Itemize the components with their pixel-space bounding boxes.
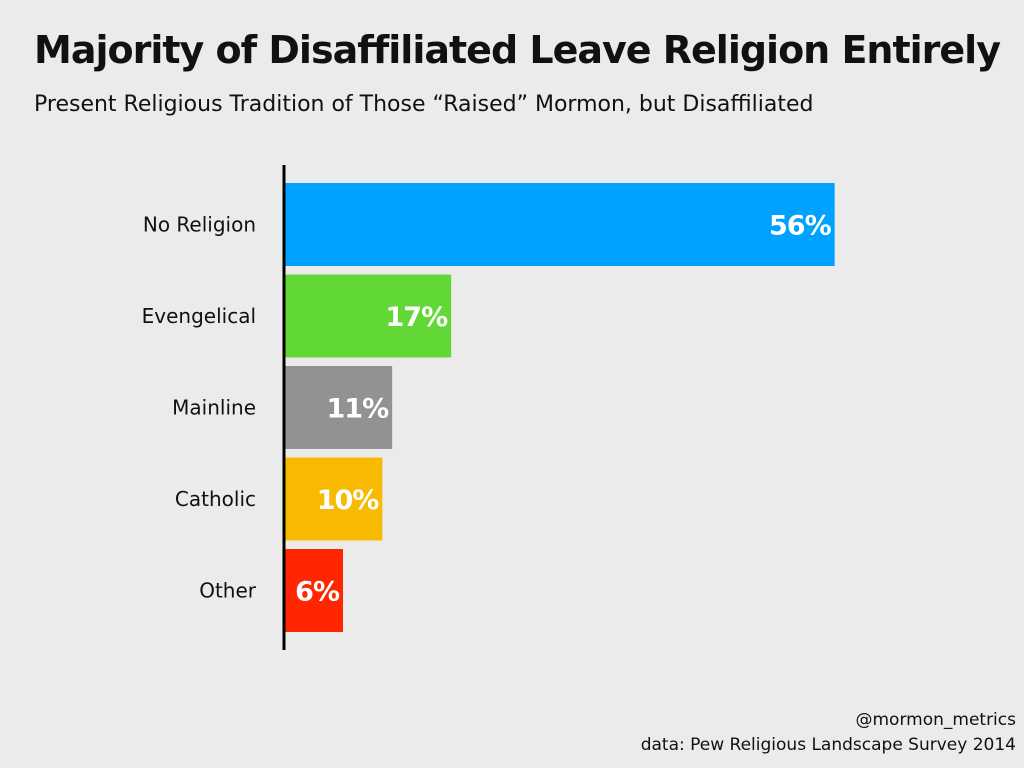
category-label-mainline: Mainline: [172, 396, 256, 420]
chart-subtitle: Present Religious Tradition of Those “Ra…: [34, 92, 814, 117]
bar-no-religion: [284, 183, 835, 266]
bar-catholic: [284, 457, 383, 541]
chart-title: Majority of Disaffiliated Leave Religion…: [34, 28, 1001, 72]
author-handle: @mormon_metrics: [855, 710, 1017, 730]
category-label-other: Other: [199, 579, 257, 603]
category-label-catholic: Catholic: [175, 487, 256, 511]
value-label-mainline: 11%: [327, 394, 390, 425]
category-label-evengelical: Evengelical: [142, 304, 256, 328]
value-label-catholic: 10%: [317, 485, 380, 516]
bar-evengelical: [284, 274, 452, 358]
category-label-no-religion: No Religion: [143, 213, 256, 237]
footer: @mormon_metrics data: Pew Religious Land…: [641, 708, 1016, 758]
value-label-no-religion: 56%: [769, 211, 832, 242]
data-source: data: Pew Religious Landscape Survey 201…: [640, 735, 1016, 755]
bar-other: [284, 549, 343, 632]
bar-mainline: [284, 366, 393, 449]
value-label-evengelical: 17%: [386, 302, 449, 333]
value-label-other: 6%: [295, 577, 340, 608]
